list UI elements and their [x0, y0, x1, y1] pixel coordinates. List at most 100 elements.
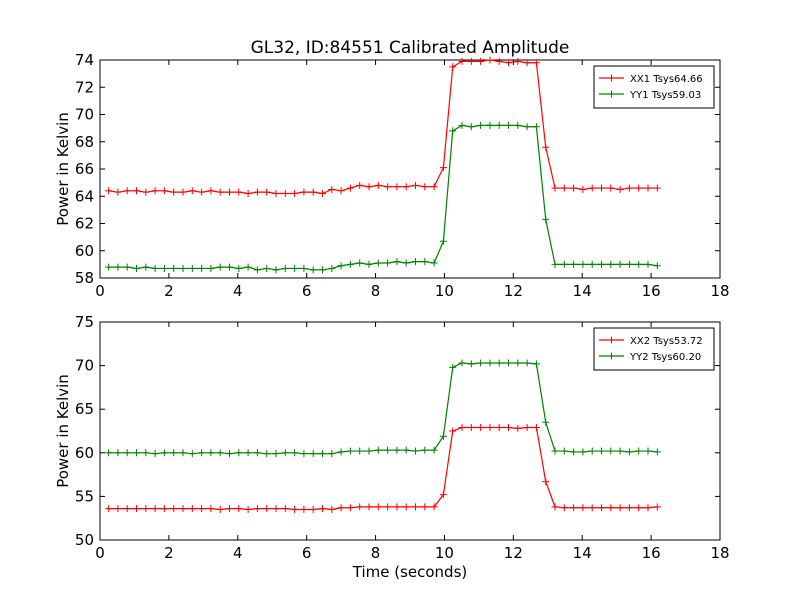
- data-point-top-0: [514, 57, 522, 65]
- series-top-0: [105, 56, 661, 198]
- x-axis-label: Time (seconds): [352, 563, 468, 581]
- data-point-bottom-1: [635, 447, 643, 455]
- data-point-bottom-1: [123, 449, 131, 457]
- data-point-bottom-1: [421, 446, 429, 454]
- data-point-bottom-1: [170, 449, 178, 457]
- data-point-top-0: [272, 190, 280, 198]
- data-point-top-0: [123, 187, 131, 195]
- data-point-bottom-1: [505, 359, 513, 367]
- data-point-bottom-0: [291, 505, 299, 513]
- data-point-bottom-0: [281, 505, 289, 513]
- data-point-bottom-1: [142, 449, 150, 457]
- data-point-bottom-0: [439, 491, 447, 499]
- data-point-top-0: [412, 181, 420, 189]
- data-point-top-1: [467, 123, 475, 131]
- data-point-top-1: [402, 259, 410, 267]
- data-point-top-1: [216, 263, 224, 271]
- data-point-bottom-1: [226, 450, 234, 458]
- data-point-bottom-1: [346, 447, 354, 455]
- data-point-bottom-0: [198, 505, 206, 513]
- data-point-top-1: [505, 121, 513, 129]
- data-point-top-0: [235, 188, 243, 196]
- x-tick-label-bottom: 0: [95, 544, 105, 562]
- data-point-bottom-0: [607, 504, 615, 512]
- data-point-bottom-1: [337, 448, 345, 456]
- data-point-top-0: [430, 183, 438, 191]
- data-point-top-1: [346, 260, 354, 268]
- data-point-bottom-1: [644, 447, 652, 455]
- data-point-bottom-1: [328, 450, 336, 458]
- data-point-top-0: [560, 184, 568, 192]
- data-point-top-1: [532, 123, 540, 131]
- data-point-top-1: [486, 121, 494, 129]
- data-point-bottom-1: [523, 359, 531, 367]
- data-point-top-0: [467, 57, 475, 65]
- x-tick-label-bottom: 2: [164, 544, 174, 562]
- data-point-bottom-1: [198, 449, 206, 457]
- data-point-bottom-0: [216, 505, 224, 513]
- data-point-top-0: [625, 184, 633, 192]
- data-point-bottom-0: [263, 505, 271, 513]
- data-point-top-1: [412, 258, 420, 266]
- data-point-bottom-1: [579, 448, 587, 456]
- data-point-top-1: [272, 266, 280, 274]
- data-point-bottom-1: [560, 447, 568, 455]
- legend-box-bottom: [593, 327, 715, 371]
- y-tick-label-bottom: 70: [75, 357, 94, 375]
- data-point-top-1: [207, 264, 215, 272]
- data-point-bottom-0: [337, 504, 345, 512]
- data-point-bottom-0: [170, 505, 178, 513]
- legend-marker-top-0: [608, 74, 615, 82]
- data-point-bottom-1: [272, 450, 280, 458]
- data-point-top-0: [319, 190, 327, 198]
- data-point-top-1: [263, 264, 271, 272]
- data-point-bottom-1: [486, 359, 494, 367]
- data-point-bottom-0: [402, 503, 410, 511]
- data-point-top-0: [309, 188, 317, 196]
- data-point-top-1: [560, 260, 568, 268]
- data-point-bottom-0: [300, 505, 308, 513]
- data-point-top-1: [570, 260, 578, 268]
- data-point-bottom-0: [226, 505, 234, 513]
- data-point-bottom-0: [532, 424, 540, 432]
- data-point-top-1: [384, 259, 392, 267]
- data-point-bottom-1: [607, 447, 615, 455]
- data-point-top-1: [588, 260, 596, 268]
- data-point-bottom-1: [495, 359, 503, 367]
- data-point-top-0: [253, 188, 261, 196]
- data-point-top-1: [253, 266, 261, 274]
- y-tick-label-top: 64: [75, 187, 94, 205]
- x-tick-label-bottom: 8: [371, 544, 381, 562]
- data-point-bottom-0: [384, 503, 392, 511]
- legend-marker-bottom-1: [608, 352, 615, 360]
- data-point-top-1: [244, 263, 252, 271]
- data-point-bottom-1: [616, 447, 624, 455]
- data-point-top-1: [281, 264, 289, 272]
- data-point-top-0: [579, 185, 587, 193]
- data-point-top-1: [458, 121, 466, 129]
- data-point-bottom-1: [449, 363, 457, 371]
- figure-title: GL32, ID:84551 Calibrated Amplitude: [251, 38, 570, 58]
- data-point-bottom-1: [412, 447, 420, 455]
- data-point-top-1: [160, 264, 168, 272]
- data-point-bottom-1: [542, 418, 550, 426]
- data-point-bottom-1: [588, 447, 596, 455]
- x-tick-label-top: 8: [371, 282, 381, 300]
- x-tick-label-top: 16: [642, 282, 661, 300]
- y-tick-label-bottom: 50: [75, 531, 94, 549]
- data-point-top-0: [402, 183, 410, 191]
- data-point-bottom-1: [402, 446, 410, 454]
- data-point-top-0: [179, 188, 187, 196]
- data-point-top-0: [114, 188, 122, 196]
- data-point-top-0: [105, 187, 113, 195]
- data-point-top-1: [393, 258, 401, 266]
- y-tick-label-top: 68: [75, 133, 94, 151]
- data-point-top-0: [188, 187, 196, 195]
- y-axis-label-top: Power in Kelvin: [54, 112, 72, 226]
- series-bottom-1: [105, 359, 661, 458]
- data-point-top-0: [644, 184, 652, 192]
- data-point-bottom-1: [188, 450, 196, 458]
- x-tick-label-top: 14: [573, 282, 592, 300]
- data-point-bottom-1: [263, 450, 271, 458]
